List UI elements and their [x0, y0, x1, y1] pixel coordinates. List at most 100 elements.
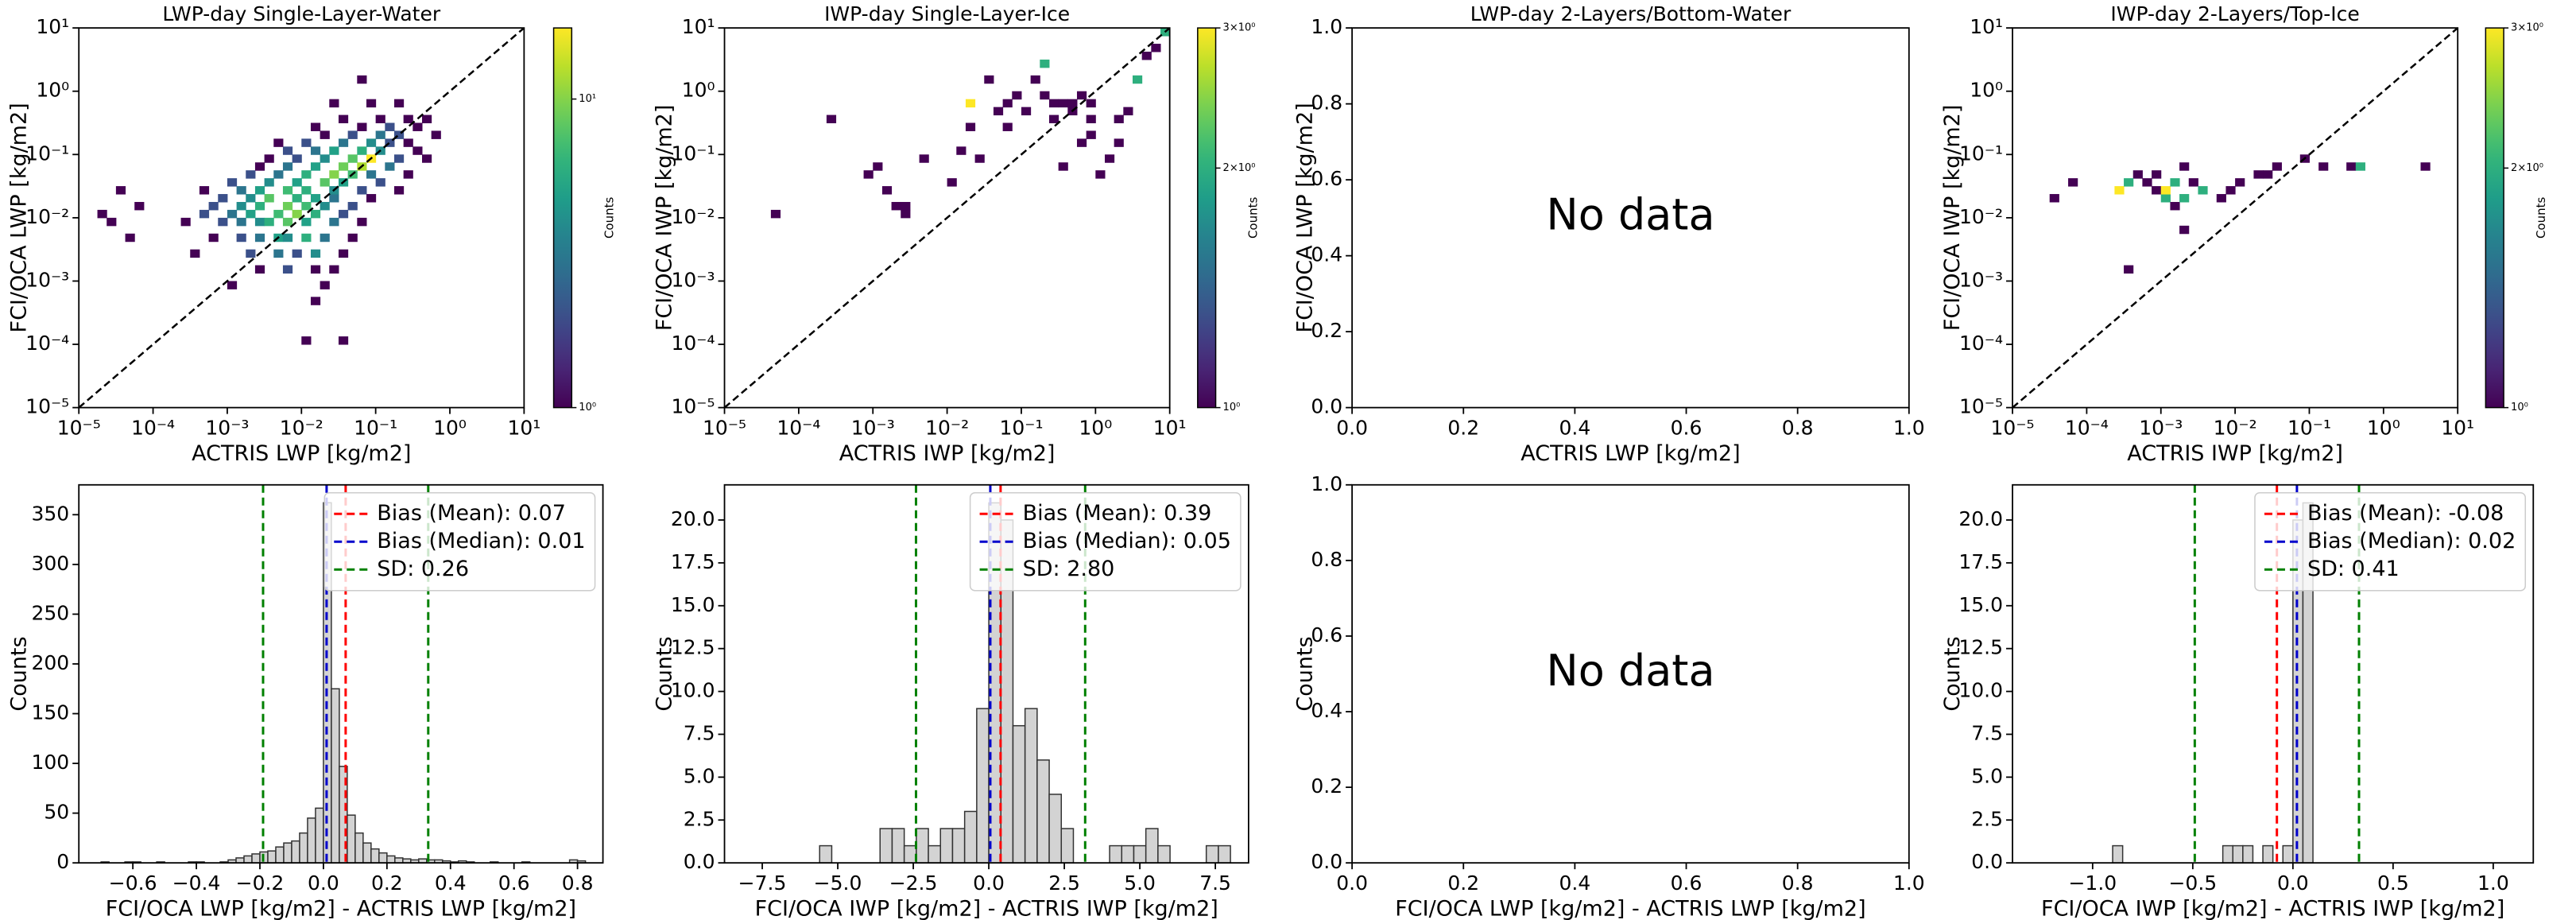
legend-box	[2254, 492, 2527, 592]
chart-title: IWP-day Single-Layer-Ice	[824, 2, 1070, 25]
heatmap-cell	[2170, 178, 2180, 187]
x-tick-label: 0.8	[562, 871, 594, 895]
y-tick-label: 10⁻³	[1959, 268, 2003, 291]
heatmap-cell	[1105, 154, 1115, 163]
x-tick-label: −1.0	[2068, 871, 2117, 895]
y-axis-label: FCI/OCA LWP [kg/m2]	[6, 103, 31, 332]
y-tick-label: 10.0	[671, 679, 715, 702]
legend-label: Bias (Mean): 0.39	[1023, 501, 1212, 526]
x-tick-label: 0.4	[1559, 871, 1591, 895]
heatmap-cell	[310, 249, 321, 258]
x-tick-label: 0.6	[498, 871, 530, 895]
x-tick-label: −0.4	[172, 871, 221, 895]
y-tick-label: 15.0	[671, 593, 715, 616]
y-tick-label: 0.4	[1311, 699, 1342, 722]
colorbar-label: Counts	[1246, 197, 1261, 239]
y-tick-label: 1.0	[1311, 15, 1342, 38]
y-axis-label: FCI/OCA IWP [kg/m2]	[653, 105, 677, 332]
heatmap-cell	[301, 186, 312, 195]
histogram-bar	[1218, 844, 1231, 864]
heatmap-cell	[282, 162, 293, 171]
heatmap-cell	[282, 217, 293, 227]
heatmap-cell	[301, 336, 312, 345]
heatmap-cell	[393, 154, 405, 163]
y-tick-label: 0.0	[1971, 850, 2003, 873]
heatmap-cell	[292, 194, 302, 203]
heatmap-cell	[1076, 91, 1087, 100]
heatmap-cell	[863, 170, 874, 179]
heatmap-cell	[329, 99, 339, 108]
y-tick-label: 0.8	[1311, 548, 1342, 571]
y-tick-label: 10⁻¹	[672, 142, 715, 165]
y-tick-label: 20.0	[671, 507, 715, 530]
heatmap-cell	[2253, 170, 2264, 179]
x-tick-label: 10⁰	[1079, 417, 1112, 440]
colorbar-tick-label: 2×10⁰	[2511, 162, 2543, 174]
heatmap-cell	[375, 115, 385, 124]
heatmap-cell	[375, 130, 385, 139]
heatmap-cell	[282, 186, 293, 195]
heatmap-cell	[1132, 75, 1143, 84]
y-tick-label: 100	[31, 751, 69, 774]
heatmap-cell	[891, 201, 901, 211]
y-tick-label: 10⁻⁴	[25, 332, 69, 355]
heatmap-cell	[881, 186, 893, 195]
x-tick-label: 0.0	[2277, 871, 2309, 895]
y-tick-label: 10⁰	[36, 79, 69, 102]
y-axis-label: Counts	[653, 636, 677, 711]
histogram-bar	[976, 708, 990, 864]
x-tick-label: 0.4	[1559, 417, 1591, 440]
y-tick-label: 300	[31, 552, 69, 575]
heatmap-cell	[347, 130, 358, 139]
histogram-bar	[2222, 844, 2233, 864]
heatmap-cell	[826, 115, 837, 124]
heatmap-cell	[2124, 178, 2134, 187]
x-tick-label: −0.6	[109, 871, 157, 895]
heatmap-cell	[264, 178, 274, 187]
heatmap-cell	[1021, 107, 1032, 116]
heatmap-cell	[2124, 265, 2134, 274]
y-tick-label: 250	[31, 601, 69, 624]
heatmap-cell	[366, 99, 377, 108]
heatmap-cell	[273, 170, 284, 179]
heatmap-cell	[310, 162, 321, 171]
heatmap-cell	[413, 122, 423, 131]
colorbar-tick-label: 10⁰	[579, 402, 596, 413]
histogram-bar	[291, 840, 300, 864]
plot-area	[724, 28, 1170, 408]
histogram-bar	[1121, 844, 1135, 864]
x-tick-label: 0.0	[1336, 871, 1368, 895]
y-tick-label: 50	[44, 801, 69, 824]
heatmap-cell	[329, 146, 339, 155]
heatmap-cell	[310, 194, 321, 203]
heatmap-cell	[2152, 186, 2162, 195]
heatmap-cell	[2188, 178, 2198, 187]
heatmap-cell	[310, 122, 321, 131]
histogram-bar	[1060, 828, 1075, 864]
histogram-bar	[1048, 794, 1063, 864]
heatmap-cell	[873, 162, 883, 171]
heatmap-cell	[273, 138, 284, 147]
y-tick-label: 200	[31, 651, 69, 674]
heatmap-cell	[421, 154, 432, 163]
histogram-bar	[1145, 828, 1159, 864]
y-tick-label: 150	[31, 701, 69, 724]
heatmap-cell	[1040, 91, 1050, 100]
y-tick-label: 5.0	[1971, 764, 2003, 787]
heatmap-cell	[347, 233, 358, 243]
heatmap-cell	[338, 209, 349, 219]
heatmap-cell	[115, 186, 126, 195]
heatmap-cell	[292, 209, 302, 219]
axes-frame	[78, 483, 604, 864]
heatmap-cell	[1058, 99, 1068, 108]
heatmap-cell	[292, 178, 302, 187]
heatmap-cell	[236, 217, 246, 227]
legend-label: Bias (Median): 0.01	[377, 529, 585, 553]
histogram-bar	[235, 857, 245, 864]
y-tick-label: 0.6	[1311, 167, 1342, 190]
x-tick-label: 10⁻⁴	[131, 417, 175, 440]
x-tick-label: 0.0	[973, 871, 1005, 895]
heatmap-cell	[301, 233, 312, 243]
heatmap-cell	[218, 217, 228, 227]
histogram-bar	[1109, 844, 1123, 864]
